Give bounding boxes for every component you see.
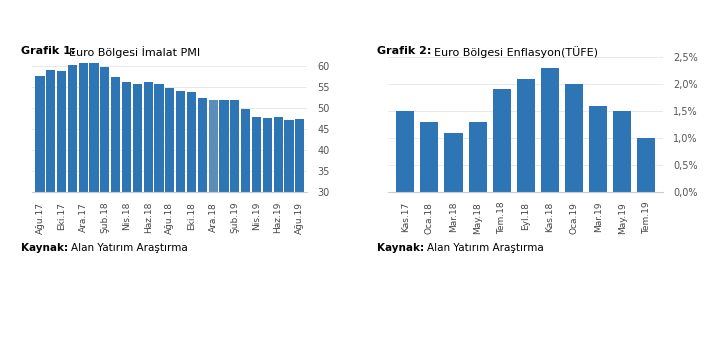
Bar [274,117,283,319]
Bar [613,111,631,192]
Text: Euro Bölgesi İmalat PMI: Euro Bölgesi İmalat PMI [69,46,201,58]
Bar [154,84,163,319]
Bar [284,120,294,319]
Bar [68,65,77,319]
Bar [241,109,251,319]
Bar [469,122,487,192]
Bar [541,68,559,192]
Bar [35,76,45,319]
Text: Grafik 2:: Grafik 2: [377,46,432,56]
Text: Alan Yatırım Araştırma: Alan Yatırım Araştırma [71,243,188,253]
Bar [100,67,109,319]
Bar [565,84,583,192]
Text: Grafik 1:: Grafik 1: [22,46,76,56]
Bar [637,138,655,192]
Bar [263,118,272,319]
Bar [46,70,55,319]
Bar [166,88,174,319]
Text: Kaynak:: Kaynak: [22,243,68,253]
Bar [111,77,120,319]
Bar [57,71,66,319]
Bar [252,117,261,319]
Bar [517,79,535,192]
Bar [220,100,228,319]
Bar [198,98,207,319]
Bar [420,122,438,192]
Bar [187,92,196,319]
Bar [78,63,88,319]
Bar [230,100,240,319]
Bar [122,82,131,319]
Bar [492,90,510,192]
Bar [89,63,99,319]
Text: Kaynak:: Kaynak: [377,243,425,253]
Bar [209,100,217,319]
Bar [176,91,185,319]
Bar [444,133,462,192]
Text: Euro Bölgesi Enflasyon(TÜFE): Euro Bölgesi Enflasyon(TÜFE) [433,46,598,58]
Bar [295,119,305,319]
Bar [589,106,607,192]
Bar [143,82,153,319]
Bar [132,84,142,319]
Text: Alan Yatırım Araştırma: Alan Yatırım Araştırma [427,243,544,253]
Bar [396,111,414,192]
